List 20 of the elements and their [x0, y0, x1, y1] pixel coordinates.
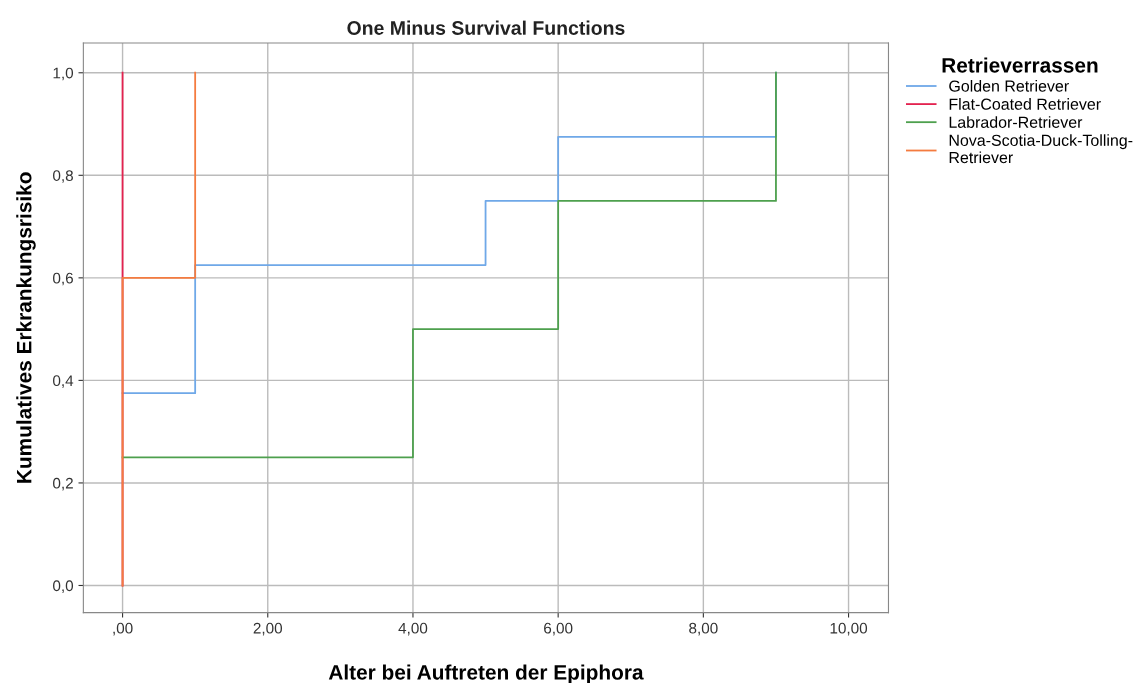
x-axis-title: Alter bei Auftreten der Epiphora	[328, 664, 644, 683]
x-tick-label: 4,00	[398, 622, 428, 636]
y-tick-label: 0,4	[53, 375, 74, 388]
y-tick-label: 0,6	[53, 272, 73, 286]
y-tick-label: 0,8	[53, 170, 73, 183]
y-tick-label: 0,0	[53, 580, 74, 593]
y-tick-label: 1,0	[53, 67, 74, 81]
x-tick-label: 8,00	[689, 622, 718, 636]
x-tick-label: 10,00	[830, 622, 868, 636]
legend-label: Golden Retriever	[949, 80, 1069, 92]
x-tick-label: 6,00	[544, 622, 573, 636]
legend-title: Retrieverrassen	[942, 57, 1098, 73]
chart-title: One Minus Survival Functions	[347, 20, 625, 35]
x-tick-label: 2,00	[253, 622, 283, 636]
legend-label: Nova-Scotia-Duck-Tolling- Retriever	[949, 134, 1133, 164]
legend-label: Labrador-Retriever	[949, 116, 1083, 128]
legend-label: Flat-Coated Retriever	[949, 98, 1101, 110]
x-tick-label: ,00	[113, 622, 133, 636]
y-tick-label: 0,2	[53, 477, 73, 491]
y-axis-title: Kumulatives Erkrankungsrisiko	[16, 172, 36, 483]
